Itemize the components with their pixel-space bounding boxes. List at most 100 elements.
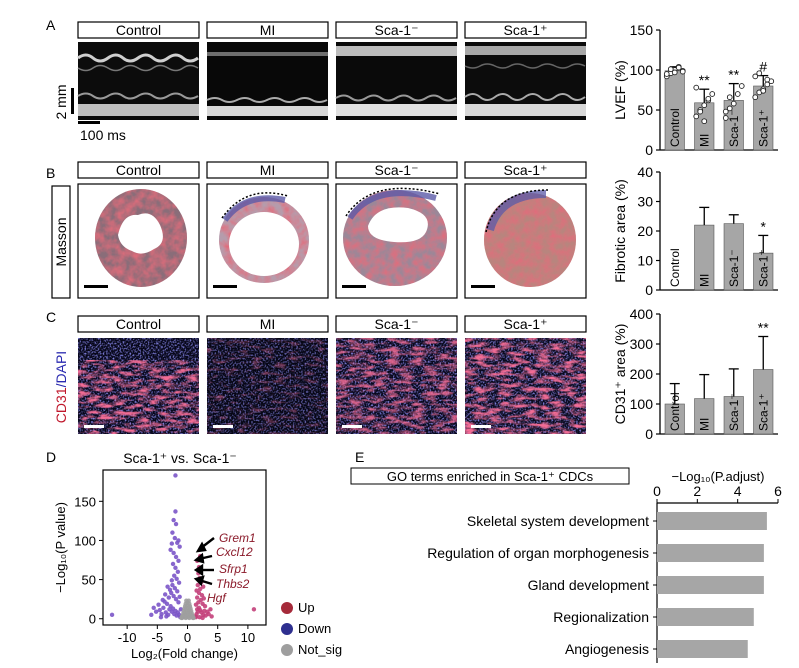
panel-a-echo-images: Control MI Sca-1⁻ Sca-1⁺ (53, 21, 587, 143)
lvef-data-point (722, 115, 729, 121)
masson-sca1-pos-fibrosis (486, 190, 547, 232)
volcano-y-tick-label: 0 (89, 612, 96, 627)
volcano-y-tick-label: 100 (74, 533, 96, 548)
masson-control-scale-bar (84, 285, 108, 288)
masson-sca1-pos: Sca-1⁺ (464, 161, 587, 299)
masson-control-lumen (118, 213, 163, 254)
lvef-data-point (663, 71, 670, 77)
if-mi-cd31 (207, 338, 328, 434)
lvef-data-point (738, 83, 745, 89)
volcano-point-up (194, 588, 199, 593)
volcano-point-down (176, 600, 181, 605)
lvef-data-point (752, 94, 759, 101)
if-control-cd31 (78, 360, 199, 434)
echo-mi-label: MI (260, 22, 276, 38)
masson-mi-label-box (206, 161, 329, 179)
volcano-point-up (202, 604, 208, 609)
volcano-point-up (206, 611, 211, 617)
volcano-point-down (156, 602, 161, 607)
if-mi-scale-bar (213, 425, 233, 428)
go-title-box (350, 467, 630, 485)
if-mi-label-box (206, 315, 329, 333)
lvef-category-label: Control (668, 108, 682, 147)
volcano-x-tick-label: 5 (214, 630, 221, 645)
fibrotic-y-tick-label: 30 (637, 194, 653, 210)
if-sca1-neg-label-box (335, 315, 458, 333)
masson-control: Control (77, 161, 200, 299)
lvef-data-point (752, 73, 759, 80)
panel-d-letter: D (46, 449, 56, 465)
lvef-category-label: MI (697, 134, 711, 147)
echo-control-wall-top (77, 53, 199, 63)
arrow-grem1-head (195, 541, 207, 553)
masson-control-label-box (77, 161, 200, 179)
volcano-x-tick-label: -10 (118, 630, 137, 645)
gene-label-grem1: Grem1 (219, 531, 256, 545)
legend-up-label: Up (298, 600, 315, 615)
if-sca1-neg-cd31 (336, 338, 457, 434)
masson-label: Masson (53, 217, 69, 266)
if-sca1-neg-label: Sca-1⁻ (375, 316, 419, 332)
if-sca1-pos-scale-bar (471, 425, 491, 428)
echo-mi-wall-top (207, 52, 328, 56)
go-bar (657, 544, 764, 562)
if-control-label-box (77, 315, 200, 333)
go-bar (657, 512, 767, 530)
volcano-point-down (171, 517, 176, 523)
echo-sca1-pos: Sca-1⁺ (464, 21, 587, 120)
scale-bar-vertical-label: 2 mm (53, 85, 69, 120)
arrow-cxcl12-head (193, 552, 205, 564)
echo-sca1-pos-wall-mid (464, 63, 586, 69)
volcano-point-down (170, 582, 175, 588)
masson-sca1-pos-label-box (464, 161, 587, 179)
chart-fibrotic: 0 10 20 30 40 Fibrotic area (%) Control MI Sca-1… (612, 164, 778, 298)
fibrotic-y-tick-label: 20 (637, 223, 653, 239)
volcano-point-down (151, 605, 156, 610)
echo-sca1-neg-wall-top (336, 46, 457, 56)
echo-sca1-neg-wall-inner (335, 94, 457, 102)
masson-sca1-neg-label-box (335, 161, 458, 179)
volcano-point-up (197, 586, 203, 592)
volcano-point-not-sig (186, 598, 191, 603)
echo-control-wall-mid (77, 64, 199, 72)
if-sca1-pos-label: Sca-1⁺ (504, 316, 548, 332)
echo-sca1-neg-label: Sca-1⁻ (375, 22, 419, 38)
echo-mi-wall-bottom (207, 106, 328, 116)
echo-sca1-pos-wall-top (465, 46, 586, 55)
go-title: GO terms enriched in Sca-1⁺ CDCs (387, 469, 594, 484)
masson-mi-label: MI (260, 162, 276, 178)
masson-sca1-pos-label: Sca-1⁺ (504, 162, 548, 178)
lvef-data-point (760, 87, 767, 94)
masson-sca1-neg-lumen (368, 207, 428, 243)
fibrotic-category-label: MI (697, 274, 711, 287)
lvef-data-point (756, 70, 763, 77)
volcano-point-down (172, 573, 177, 578)
legend-down-label: Down (298, 621, 331, 636)
volcano-point-down (173, 509, 178, 514)
echo-control-wall-bottom (78, 104, 199, 116)
go-term-label: Gland development (528, 577, 650, 593)
legend-up-swatch (281, 602, 293, 614)
lvef-y-tick-label: 50 (637, 102, 653, 118)
echo-mi-wall-inner (206, 97, 328, 103)
volcano-gene-labels: Grem1 Cxcl12 Sfrp1 Thbs2 Hgf (193, 531, 256, 605)
fibrotic-y-label: Fibrotic area (%) (612, 179, 628, 282)
volcano-point-down (170, 530, 175, 535)
volcano-point-down (166, 595, 172, 600)
volcano-point-down (153, 609, 159, 614)
volcano-point-down (170, 561, 176, 567)
volcano-point-down (165, 584, 170, 589)
lvef-y-tick-label: 150 (630, 22, 654, 38)
echo-sca1-neg: Sca-1⁻ (335, 21, 458, 120)
volcano-point-up (208, 607, 213, 612)
volcano-point-up (201, 584, 206, 589)
echo-control-wall-inner (77, 92, 199, 100)
echo-sca1-neg-wall-bottom (336, 104, 457, 116)
if-control-scale-bar (84, 425, 104, 428)
volcano-point-not-sig (191, 615, 196, 621)
volcano-point-down (149, 612, 154, 618)
cd31-category-label: Control (668, 392, 682, 431)
